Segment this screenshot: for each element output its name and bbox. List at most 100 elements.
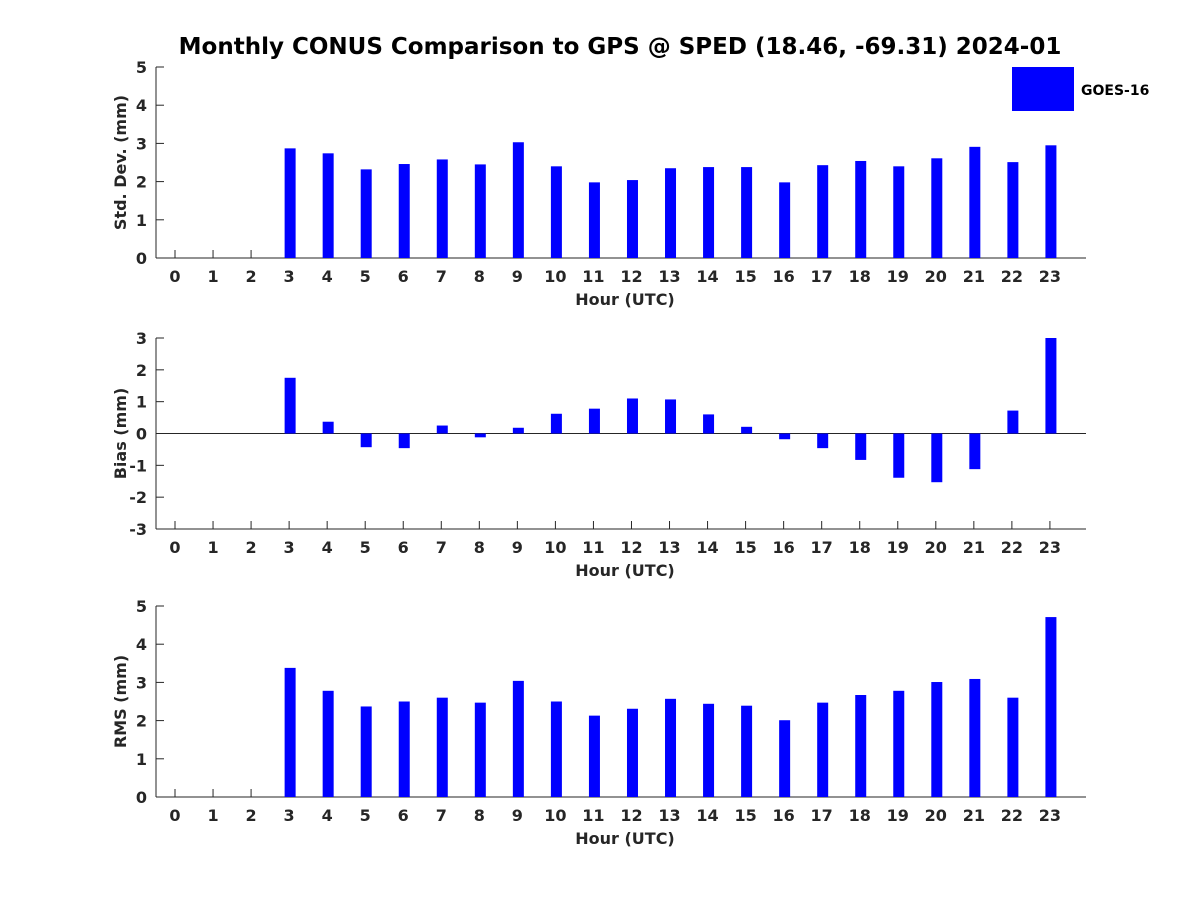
x-tick-label: 22: [1001, 538, 1023, 557]
x-tick-label: 0: [169, 806, 180, 825]
bar: [741, 426, 753, 434]
bar: [665, 168, 677, 258]
bar: [931, 158, 943, 258]
bar: [1007, 162, 1019, 258]
x-tick-label: 11: [582, 806, 604, 825]
y-tick-label: 3: [136, 329, 147, 348]
y-tick-label: 2: [136, 712, 147, 731]
x-tick-label: 14: [696, 806, 718, 825]
x-tick-label: 8: [474, 538, 485, 557]
bar: [665, 399, 677, 434]
x-tick-label: 14: [696, 267, 718, 286]
bar: [1007, 410, 1019, 434]
x-tick-label: 18: [849, 538, 871, 557]
x-tick-label: 7: [436, 267, 447, 286]
x-tick-label: 20: [925, 538, 947, 557]
x-axis-label: Hour (UTC): [575, 561, 675, 580]
x-tick-label: 2: [246, 806, 257, 825]
bar: [588, 715, 600, 797]
x-tick-label: 20: [925, 267, 947, 286]
y-tick-label: 3: [136, 673, 147, 692]
bar: [360, 706, 372, 797]
x-tick-label: 1: [207, 806, 218, 825]
x-tick-label: 17: [811, 538, 833, 557]
bar: [1045, 145, 1057, 258]
bar: [398, 701, 410, 797]
bar: [703, 703, 715, 797]
x-tick-label: 20: [925, 806, 947, 825]
x-tick-label: 3: [284, 806, 295, 825]
x-tick-label: 23: [1039, 806, 1061, 825]
bar: [1045, 338, 1057, 434]
x-tick-label: 0: [169, 267, 180, 286]
x-tick-label: 18: [849, 267, 871, 286]
y-tick-label: 2: [136, 173, 147, 192]
x-tick-label: 6: [398, 267, 409, 286]
x-tick-label: 4: [322, 806, 333, 825]
y-tick-label: -3: [129, 520, 147, 539]
y-tick-label: 0: [136, 425, 147, 444]
x-tick-label: 15: [734, 806, 756, 825]
x-tick-label: 4: [322, 267, 333, 286]
x-tick-label: 22: [1001, 267, 1023, 286]
bar: [284, 377, 296, 434]
x-tick-label: 7: [436, 806, 447, 825]
x-tick-label: 16: [773, 806, 795, 825]
x-tick-label: 12: [620, 538, 642, 557]
y-tick-label: -2: [129, 488, 147, 507]
x-tick-label: 2: [246, 267, 257, 286]
x-tick-label: 1: [207, 538, 218, 557]
x-tick-label: 11: [582, 538, 604, 557]
y-tick-label: 3: [136, 134, 147, 153]
bar: [931, 433, 943, 483]
bar: [626, 180, 638, 258]
bar: [550, 166, 562, 258]
bar: [436, 697, 448, 797]
y-tick-label: 2: [136, 361, 147, 380]
bar: [665, 698, 677, 797]
x-tick-label: 23: [1039, 538, 1061, 557]
x-tick-label: 13: [658, 538, 680, 557]
bar: [817, 165, 829, 258]
x-tick-label: 4: [322, 538, 333, 557]
y-tick-label: -1: [129, 456, 147, 475]
bar: [398, 164, 410, 258]
x-tick-label: 21: [963, 806, 985, 825]
y-tick-label: 4: [136, 635, 147, 654]
x-tick-label: 22: [1001, 806, 1023, 825]
bar: [817, 702, 829, 797]
x-tick-label: 21: [963, 538, 985, 557]
bar: [398, 433, 410, 449]
bar: [512, 680, 524, 797]
y-tick-label: 0: [136, 788, 147, 807]
x-tick-label: 17: [811, 267, 833, 286]
bar: [588, 182, 600, 258]
x-tick-label: 19: [887, 806, 909, 825]
x-tick-label: 13: [658, 267, 680, 286]
x-tick-label: 5: [360, 806, 371, 825]
x-tick-label: 3: [284, 267, 295, 286]
bar: [512, 142, 524, 258]
bar: [1045, 617, 1057, 797]
bar: [550, 413, 562, 434]
y-tick-label: 5: [136, 597, 147, 616]
bar: [855, 433, 867, 460]
bar: [969, 433, 981, 470]
y-tick-label: 1: [136, 211, 147, 230]
bar: [741, 167, 753, 258]
bar: [817, 433, 829, 449]
x-tick-label: 11: [582, 267, 604, 286]
bar: [626, 398, 638, 434]
y-tick-label: 4: [136, 96, 147, 115]
bar: [588, 408, 600, 434]
bar: [512, 427, 524, 434]
x-tick-label: 3: [284, 538, 295, 557]
bar: [703, 414, 715, 434]
y-axis-label: Bias (mm): [111, 388, 130, 480]
bar: [969, 678, 981, 797]
y-tick-label: 0: [136, 249, 147, 268]
x-tick-label: 8: [474, 267, 485, 286]
